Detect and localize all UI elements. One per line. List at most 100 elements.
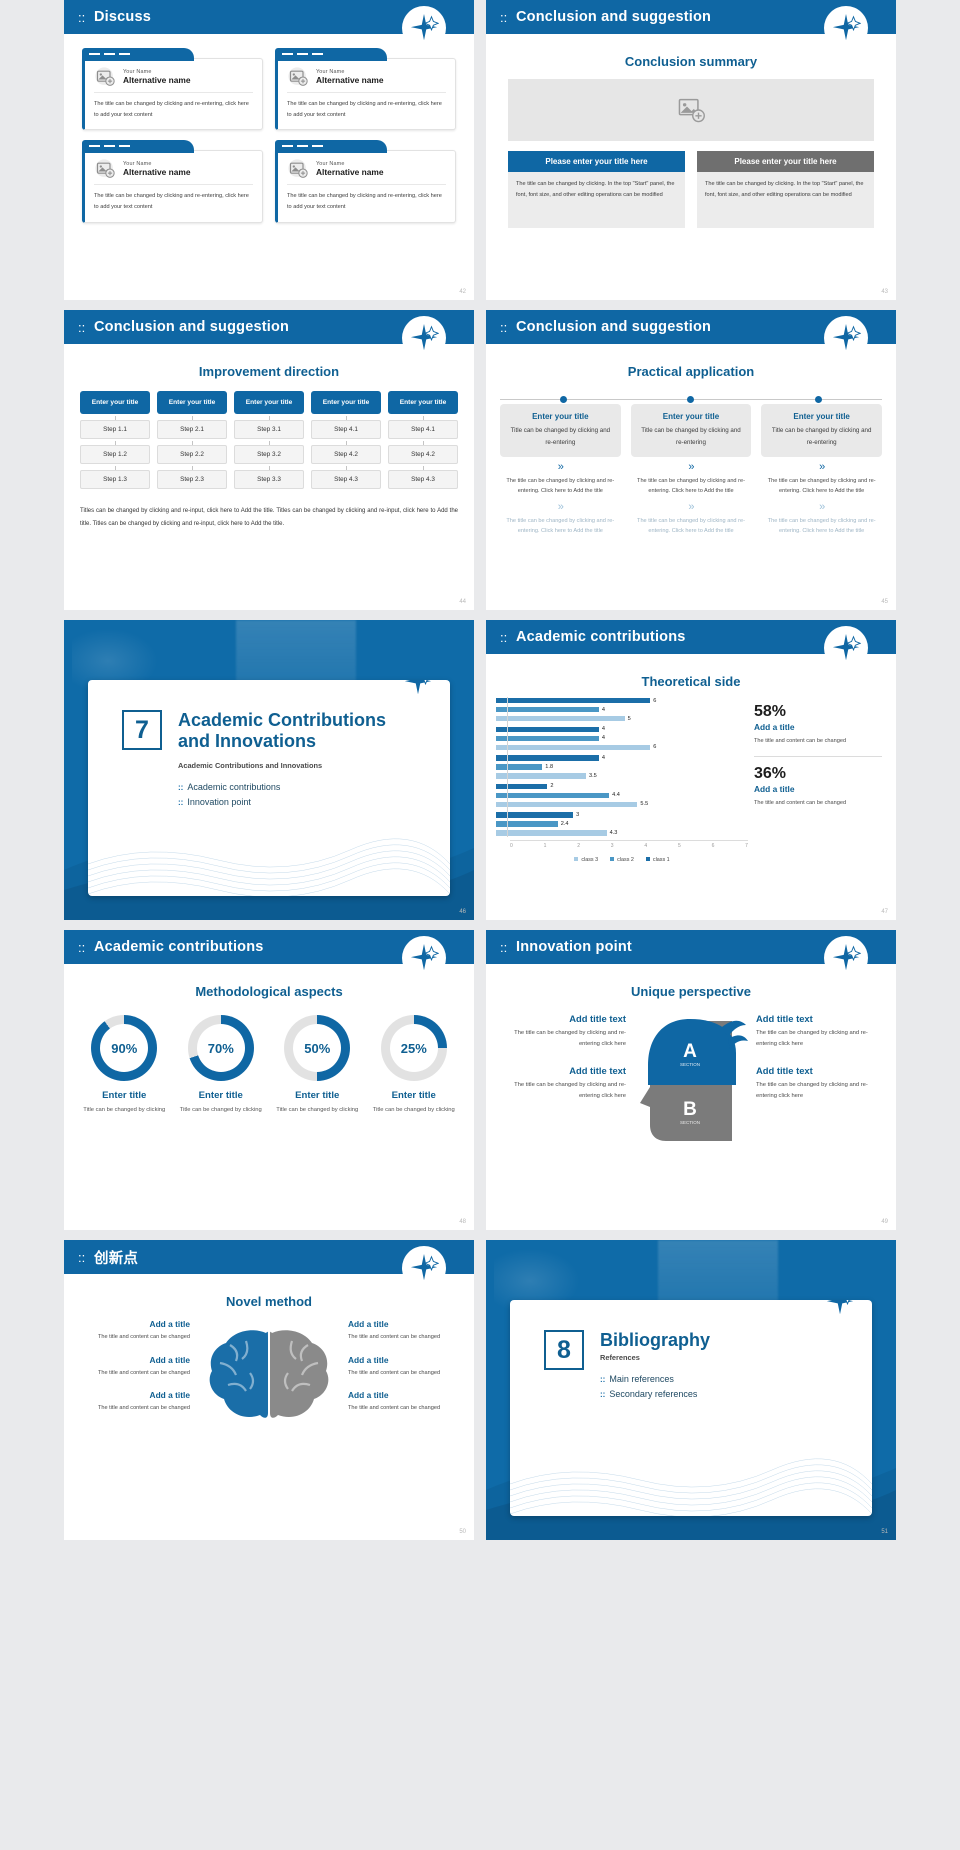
step-cell[interactable]: Step 3.1 [234, 416, 304, 439]
cover-list-item[interactable]: :: Main references [600, 1374, 872, 1384]
step-cell[interactable]: Step 4.1 [388, 416, 458, 439]
image-placeholder-icon [288, 67, 308, 86]
cover-list-item[interactable]: :: Innovation point [178, 797, 450, 807]
timeline-dots [500, 393, 882, 403]
donut-label: Enter title [391, 1090, 436, 1101]
section-title: Novel method [226, 1294, 312, 1309]
cover-list-label: Innovation point [187, 797, 251, 808]
step-cell[interactable]: Step 2.2 [157, 441, 227, 464]
step-column-head[interactable]: Enter your title [388, 391, 458, 414]
conclusion-columns: Please enter your title here The title c… [508, 151, 874, 228]
dots-icon: :: [600, 1374, 606, 1384]
bar [496, 792, 610, 799]
cover-list-label: Secondary references [609, 1388, 698, 1399]
legend-swatch [574, 856, 579, 861]
stat-list: 58% Add a title The title and content ca… [754, 697, 882, 863]
step-cell[interactable]: Step 1.3 [80, 466, 150, 489]
perspective-block: Add title text The title can be changed … [756, 1013, 882, 1051]
chevron-down-icon: » [819, 460, 825, 473]
brain-text: The title and content can be changed [348, 1334, 441, 1340]
column-title-bar[interactable]: Please enter your title here [508, 151, 685, 172]
cover-subtitle: Academic Contributions and Innovations [178, 761, 323, 771]
card-alt-name: Alternative name [316, 167, 384, 178]
slide-improvement-direction: :: Conclusion and suggestion Improvement… [64, 310, 474, 610]
application-columns: Enter your title Title can be changed by… [500, 404, 882, 537]
bar-value: 4 [601, 726, 605, 733]
bar-row: 1.8 [496, 763, 748, 771]
dots-icon: :: [500, 629, 508, 645]
perspective-block: Add title text The title can be changed … [500, 1013, 626, 1051]
folder-card[interactable]: Your Name Alternative name The title can… [275, 140, 456, 223]
step-column-head[interactable]: Enter your title [234, 391, 304, 414]
perspective-text: The title can be changed by clicking and… [514, 1081, 626, 1099]
dots-icon: :: [78, 319, 86, 335]
donut-percent: 25% [389, 1024, 438, 1072]
folder-card[interactable]: Your Name Alternative name The title can… [82, 140, 263, 223]
svg-text:SECTION: SECTION [680, 1062, 700, 1067]
bar-row: 4 [496, 706, 748, 714]
step-cell[interactable]: Step 1.2 [80, 441, 150, 464]
bar-value: 6 [653, 697, 657, 704]
step-cell[interactable]: Step 1.1 [80, 416, 150, 439]
card-alt-name: Alternative name [316, 75, 384, 85]
step-cell[interactable]: Step 2.1 [157, 416, 227, 439]
chart-x-axis: 0 1 2 3 4 5 6 7 [510, 839, 748, 849]
cover-list: :: Academic contributions :: Innovation po… [178, 782, 450, 807]
brain-block: Add a title The title and content can be… [74, 1319, 190, 1343]
conclusion-column: Please enter your title here The title c… [697, 151, 874, 228]
application-card-sub: Title can be changed by clicking and re-… [771, 427, 872, 446]
step-cell[interactable]: Step 3.3 [234, 466, 304, 489]
step-cell[interactable]: Step 2.3 [157, 466, 227, 489]
step-column-head[interactable]: Enter your title [80, 391, 150, 414]
step-cell[interactable]: Step 4.1 [311, 416, 381, 439]
cover-list-item[interactable]: :: Secondary references [600, 1389, 872, 1399]
application-card-title: Enter your title [662, 412, 720, 421]
donut-item: 70% Enter title Title can be changed by cl… [177, 1015, 266, 1116]
timeline-dot [687, 396, 695, 403]
step-cell[interactable]: Step 4.3 [311, 466, 381, 489]
page-number: 45 [881, 599, 888, 605]
image-placeholder-icon [288, 159, 308, 179]
step-cell[interactable]: Step 3.2 [234, 441, 304, 464]
image-placeholder-box[interactable] [508, 79, 874, 141]
star-logo-icon [402, 316, 446, 360]
cover-list-item[interactable]: :: Academic contributions [178, 782, 450, 792]
brain-text: The title and content can be changed [97, 1405, 190, 1412]
application-text: The title can be changed by clicking and… [506, 517, 615, 535]
step-cell[interactable]: Step 4.3 [388, 466, 458, 489]
wave-mesh-decoration [510, 1458, 872, 1516]
application-card[interactable]: Enter your title Title can be changed by… [630, 404, 752, 457]
brain-title: Add a title [149, 1390, 190, 1401]
image-placeholder-icon [95, 67, 115, 86]
bar-group: 4 1.8 3.5 [496, 754, 748, 780]
step-column-head[interactable]: Enter your title [311, 391, 381, 414]
donut-ring: 70% [187, 1015, 254, 1081]
column-title-bar[interactable]: Please enter your title here [697, 151, 874, 172]
application-column: Enter your title Title can be changed by… [500, 404, 621, 537]
step-column-head[interactable]: Enter your title [157, 391, 227, 414]
application-card[interactable]: Enter your title Title can be changed by… [500, 404, 621, 457]
folder-card[interactable]: Your Name Alternative name The title can… [82, 48, 263, 131]
brain-graphic [194, 1319, 344, 1444]
donut-ring: 25% [380, 1015, 447, 1081]
cover-list-label: Main references [609, 1373, 674, 1384]
dots-icon: :: [500, 9, 508, 25]
image-placeholder-icon [678, 98, 705, 123]
dots-icon: :: [78, 1249, 86, 1265]
cover-content: 7 Academic Contributions and Innovations… [88, 680, 450, 807]
bar [496, 764, 543, 770]
slide-conclusion-summary: :: Conclusion and suggestion Conclusion … [486, 0, 896, 300]
section-title: Unique perspective [631, 984, 751, 999]
card-name: Your Name [316, 69, 345, 75]
folder-card[interactable]: Your Name Alternative name The title can… [275, 48, 456, 131]
step-cell[interactable]: Step 4.2 [311, 441, 381, 464]
application-column: Enter your title Title can be changed by… [630, 404, 752, 537]
step-column: Enter your title Step 3.1 Step 3.2 Step … [234, 391, 304, 489]
donut-ring: 90% [91, 1015, 158, 1081]
application-card[interactable]: Enter your title Title can be changed by… [761, 404, 882, 457]
donut-ring: 50% [284, 1015, 351, 1081]
bar [496, 783, 548, 790]
bar [496, 821, 558, 827]
card-alt-name: Alternative name [123, 75, 191, 85]
step-cell[interactable]: Step 4.2 [388, 441, 458, 464]
